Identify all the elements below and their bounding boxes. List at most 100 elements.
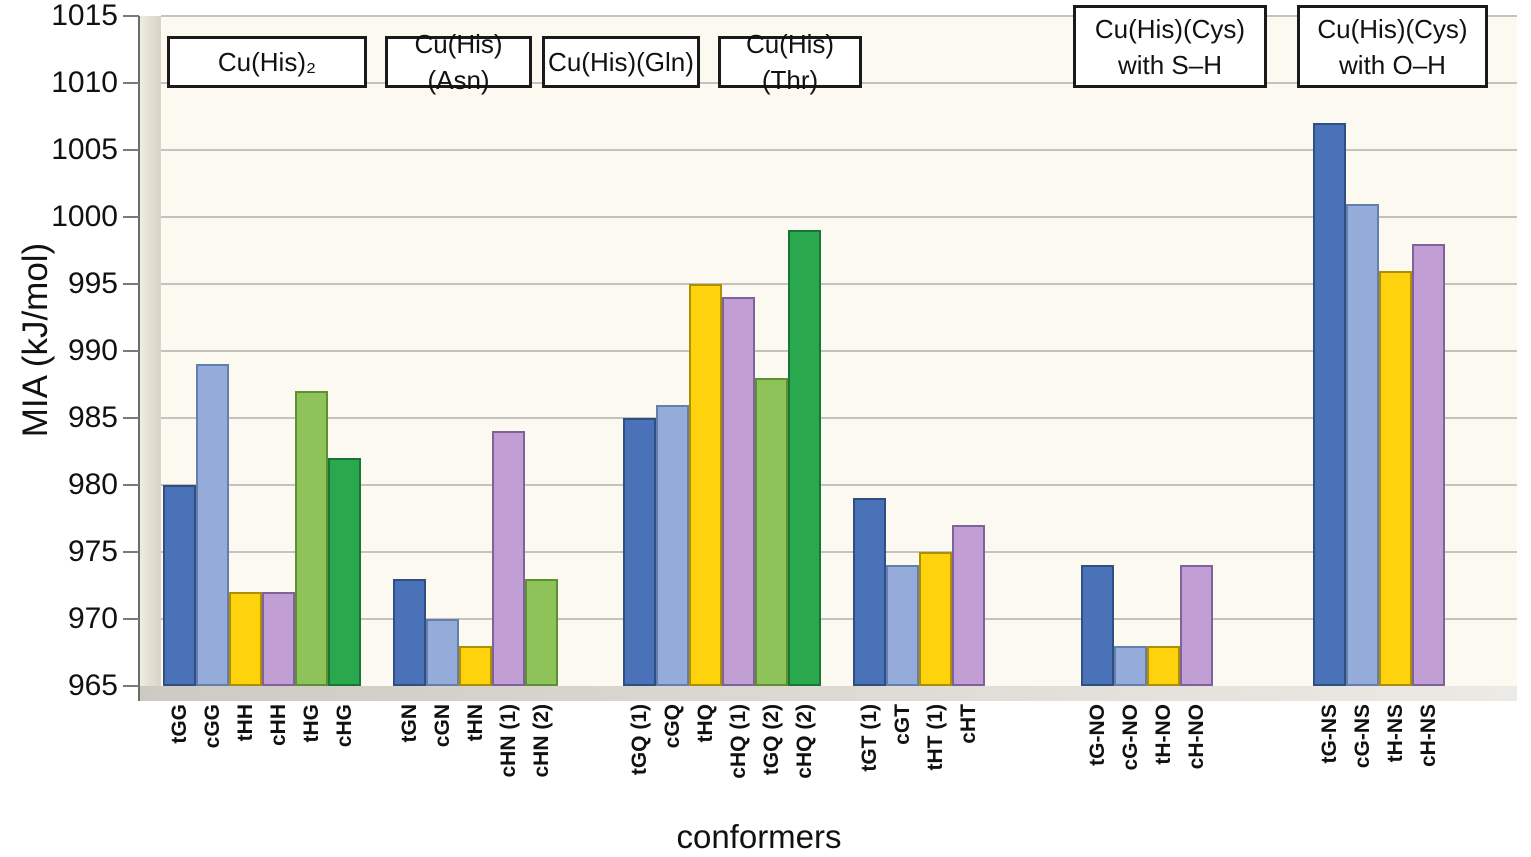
y-tick-970: [123, 618, 139, 620]
x-label-cGQ: cGQ: [660, 704, 684, 749]
y-tick-975: [123, 551, 139, 553]
x-label-tGT (1): tGT (1): [857, 704, 881, 772]
bar-tG-NS: [1313, 123, 1346, 686]
bar-tHG: [295, 391, 328, 686]
x-axis-title: conformers: [676, 818, 842, 855]
bar-cHN (2): [525, 578, 558, 686]
bar-tH-NO: [1147, 645, 1180, 686]
y-tick-label-985: 985: [67, 401, 118, 434]
bar-cH-NS: [1412, 243, 1445, 686]
y-tick-995: [123, 283, 139, 285]
bar-tHH: [229, 592, 262, 686]
x-label-tHN: tHN: [463, 704, 487, 742]
y-tick-label-1000: 1000: [51, 200, 118, 233]
x-label-tH-NS: tH-NS: [1383, 704, 1407, 763]
bar-cG-NS: [1346, 203, 1379, 686]
x-label-cGT: cGT: [890, 704, 914, 745]
x-label-tGQ (2): tGQ (2): [759, 704, 783, 776]
gridline-980: [161, 484, 1517, 486]
bar-cHH: [262, 592, 295, 686]
bar-cGG: [196, 364, 229, 686]
y-tick-label-990: 990: [67, 334, 118, 367]
group-header-label: Cu(His)(Thr): [745, 29, 835, 95]
bar-cG-NO: [1114, 645, 1147, 686]
y-tick-1005: [123, 149, 139, 151]
group-header-2: Cu(His)(Asn): [385, 29, 532, 95]
y-tick-1015: [123, 15, 139, 17]
y-tick-980: [123, 484, 139, 486]
group-header-label: Cu(His)₂: [217, 47, 317, 77]
y-tick-label-995: 995: [67, 267, 118, 300]
gridline-1005: [161, 149, 1517, 151]
bar-tGQ (2): [755, 377, 788, 686]
y-axis-title: MIA (kJ/mol): [16, 242, 55, 438]
bar-cHT: [952, 525, 985, 686]
gridline-970: [161, 618, 1517, 620]
y-tick-label-1005: 1005: [51, 133, 118, 166]
bar-cH-NO: [1180, 565, 1213, 686]
y-tick-990: [123, 350, 139, 352]
x-label-tG-NS: tG-NS: [1317, 704, 1341, 764]
gridline-975: [161, 551, 1517, 553]
x-label-tHG: tHG: [299, 704, 323, 743]
y-tick-985: [123, 417, 139, 419]
y-tick-label-1015: 1015: [51, 0, 118, 32]
group-header-label: Cu(His)(Cys) with S–H: [1094, 13, 1246, 80]
bar-tHT (1): [919, 552, 952, 686]
x-label-cG-NO: cG-NO: [1118, 704, 1142, 771]
bar-tG-NO: [1081, 565, 1114, 686]
bar-tHN: [459, 645, 492, 686]
bar-cGT: [886, 565, 919, 686]
x-label-cHG: cHG: [332, 704, 356, 748]
gridline-985: [161, 417, 1517, 419]
group-header-5: Cu(His)(Cys) with S–H: [1073, 5, 1267, 88]
y-tick-label-970: 970: [67, 602, 118, 635]
axis-floor-3d: [139, 686, 1517, 701]
y-tick-label-1010: 1010: [51, 66, 118, 99]
y-tick-label-980: 980: [67, 468, 118, 501]
x-label-cHQ (2): cHQ (2): [792, 704, 816, 779]
bar-cGN: [426, 619, 459, 686]
group-header-3: Cu(His)(Gln): [542, 36, 700, 88]
group-header-4: Cu(His)(Thr): [718, 29, 862, 95]
x-label-cHN (1): cHN (1): [496, 704, 520, 778]
x-label-tHT (1): tHT (1): [923, 704, 947, 771]
bar-tGQ (1): [623, 418, 656, 686]
y-tick-1010: [123, 82, 139, 84]
bar-cGQ: [656, 404, 689, 686]
axis-wall-3d: [139, 16, 161, 701]
x-label-tGQ (1): tGQ (1): [627, 704, 651, 776]
bar-tGG: [163, 485, 196, 686]
bar-cHN (1): [492, 431, 525, 686]
gridline-995: [161, 283, 1517, 285]
y-tick-1000: [123, 216, 139, 218]
bar-cHG: [328, 458, 361, 686]
y-tick-965: [123, 685, 139, 687]
bar-tGT (1): [853, 498, 886, 686]
bar-cHQ (1): [722, 297, 755, 686]
x-label-cH-NS: cH-NS: [1416, 704, 1440, 768]
x-label-cHQ (1): cHQ (1): [726, 704, 750, 779]
x-label-cGG: cGG: [200, 704, 224, 749]
group-header-6: Cu(His)(Cys) with O–H: [1297, 5, 1488, 88]
x-label-tG-NO: tG-NO: [1085, 704, 1109, 766]
x-label-tH-NO: tH-NO: [1151, 704, 1175, 765]
group-header-1: Cu(His)₂: [167, 36, 367, 88]
bar-cHQ (2): [788, 230, 821, 686]
x-label-tGN: tGN: [397, 704, 421, 743]
y-tick-label-965: 965: [67, 669, 118, 702]
group-header-label: Cu(His)(Cys) with O–H: [1317, 13, 1468, 80]
group-header-label: Cu(His)(Gln): [548, 47, 694, 77]
bar-tHQ: [689, 284, 722, 686]
x-label-cH-NO: cH-NO: [1184, 704, 1208, 770]
x-label-cHN (2): cHN (2): [529, 704, 553, 778]
gridline-990: [161, 350, 1517, 352]
x-label-cHT: cHT: [956, 704, 980, 744]
x-label-cG-NS: cG-NS: [1350, 704, 1374, 769]
x-label-tHH: tHH: [233, 704, 257, 742]
gridline-1000: [161, 216, 1517, 218]
x-label-tGG: tGG: [167, 704, 191, 744]
gridline-1015: [161, 15, 1517, 17]
bar-tGN: [393, 578, 426, 686]
